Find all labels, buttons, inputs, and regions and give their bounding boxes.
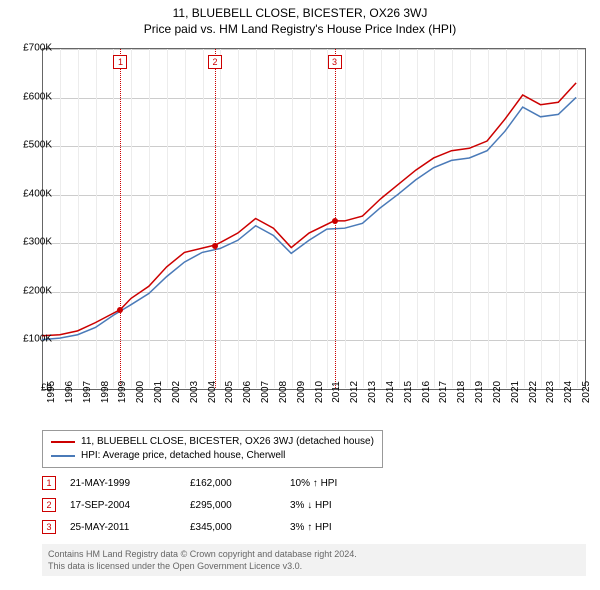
event-marker-box: 3 — [328, 55, 342, 69]
x-axis-label: 2017 — [438, 381, 449, 403]
event-row-marker: 1 — [42, 476, 56, 490]
event-marker-box: 1 — [113, 55, 127, 69]
x-axis-label: 2025 — [581, 381, 592, 403]
x-axis-label: 2022 — [528, 381, 539, 403]
x-axis-label: 2021 — [510, 381, 521, 403]
legend-item: HPI: Average price, detached house, Cher… — [51, 449, 374, 463]
legend-item: 11, BLUEBELL CLOSE, BICESTER, OX26 3WJ (… — [51, 435, 374, 449]
event-date: 25-MAY-2011 — [70, 522, 190, 533]
x-axis-label: 2020 — [492, 381, 503, 403]
event-row: 3 25-MAY-2011£345,0003% ↑ HPI — [42, 516, 380, 538]
legend: 11, BLUEBELL CLOSE, BICESTER, OX26 3WJ (… — [42, 430, 383, 468]
event-date: 21-MAY-1999 — [70, 478, 190, 489]
x-axis-label: 2012 — [349, 381, 360, 403]
event-price: £162,000 — [190, 478, 290, 489]
x-axis-label: 2011 — [331, 381, 342, 403]
y-axis-label: £100K — [12, 334, 52, 345]
legend-swatch — [51, 441, 75, 443]
footer-line2: This data is licensed under the Open Gov… — [48, 560, 580, 572]
x-axis-label: 2015 — [403, 381, 414, 403]
x-axis-label: 2004 — [207, 381, 218, 403]
y-axis-label: £500K — [12, 140, 52, 151]
event-row-marker: 3 — [42, 520, 56, 534]
x-axis-label: 2005 — [224, 381, 235, 403]
event-point — [117, 307, 123, 313]
event-row: 1 21-MAY-1999£162,00010% ↑ HPI — [42, 472, 380, 494]
x-axis-label: 2018 — [456, 381, 467, 403]
x-axis-label: 2000 — [135, 381, 146, 403]
series-line — [42, 97, 576, 339]
event-vline — [120, 49, 121, 388]
x-axis-label: 2016 — [421, 381, 432, 403]
x-axis-label: 2013 — [367, 381, 378, 403]
events-table: 1 21-MAY-1999£162,00010% ↑ HPI 2 17-SEP-200… — [42, 472, 380, 538]
event-date: 17-SEP-2004 — [70, 500, 190, 511]
event-marker-box: 2 — [208, 55, 222, 69]
x-axis-label: 2001 — [153, 381, 164, 403]
event-vline — [215, 49, 216, 388]
footer-attribution: Contains HM Land Registry data © Crown c… — [42, 544, 586, 576]
x-axis-label: 1995 — [46, 381, 57, 403]
page-title: 11, BLUEBELL CLOSE, BICESTER, OX26 3WJ — [0, 0, 600, 20]
event-price: £295,000 — [190, 500, 290, 511]
x-axis-label: 1996 — [64, 381, 75, 403]
legend-label: HPI: Average price, detached house, Cher… — [81, 449, 285, 463]
y-axis-label: £700K — [12, 43, 52, 54]
legend-swatch — [51, 455, 75, 457]
x-axis-label: 2006 — [242, 381, 253, 403]
y-axis-label: £200K — [12, 285, 52, 296]
series-line — [42, 83, 576, 336]
event-point — [332, 218, 338, 224]
x-axis-label: 2008 — [278, 381, 289, 403]
x-axis-label: 2024 — [563, 381, 574, 403]
x-axis-label: 2002 — [171, 381, 182, 403]
y-axis-label: £600K — [12, 91, 52, 102]
x-axis-label: 2003 — [189, 381, 200, 403]
y-axis-label: £400K — [12, 188, 52, 199]
x-axis-label: 2010 — [314, 381, 325, 403]
x-axis-label: 2007 — [260, 381, 271, 403]
x-axis-label: 1998 — [100, 381, 111, 403]
event-diff: 3% ↓ HPI — [290, 500, 380, 511]
event-price: £345,000 — [190, 522, 290, 533]
x-axis-label: 2019 — [474, 381, 485, 403]
x-axis-label: 1999 — [117, 381, 128, 403]
footer-line1: Contains HM Land Registry data © Crown c… — [48, 548, 580, 560]
event-point — [212, 243, 218, 249]
event-diff: 10% ↑ HPI — [290, 478, 380, 489]
x-axis-label: 2009 — [296, 381, 307, 403]
y-axis-label: £300K — [12, 237, 52, 248]
event-row-marker: 2 — [42, 498, 56, 512]
page-subtitle: Price paid vs. HM Land Registry's House … — [0, 20, 600, 40]
event-diff: 3% ↑ HPI — [290, 522, 380, 533]
legend-label: 11, BLUEBELL CLOSE, BICESTER, OX26 3WJ (… — [81, 435, 374, 449]
x-axis-label: 1997 — [82, 381, 93, 403]
event-row: 2 17-SEP-2004£295,0003% ↓ HPI — [42, 494, 380, 516]
price-chart: 1 2 3 — [42, 48, 586, 388]
x-axis-label: 2014 — [385, 381, 396, 403]
x-axis-label: 2023 — [545, 381, 556, 403]
series-svg — [42, 49, 585, 388]
